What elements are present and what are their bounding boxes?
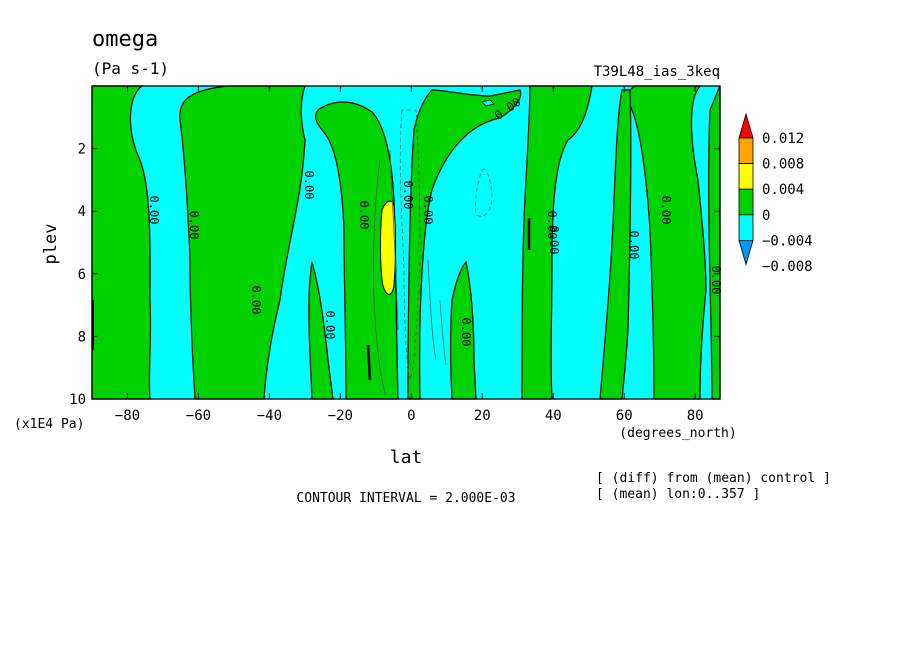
contour-pos-inner-2 (427, 259, 447, 366)
region-positive-5 (407, 89, 522, 400)
colorbar-label: −0.008 (762, 259, 813, 275)
region-positive-10 (708, 85, 721, 400)
contour-label: 0.00 (302, 171, 316, 200)
contour-label: 0.00 (187, 211, 201, 240)
colorbar-bottom-arrow (738, 240, 754, 266)
colorbar-top-arrow (738, 112, 754, 139)
y-tick-label: 6 (78, 267, 86, 283)
contour-label: 0.00 (249, 286, 263, 315)
plot-area: 0.000.000.000.000.000.000.000.000.000.00… (91, 85, 723, 400)
region-max-yellow (380, 200, 396, 295)
colorbar-label: −0.004 (762, 233, 813, 249)
x-tick-label: −40 (257, 408, 282, 424)
footnote-diff: [ (diff) from (mean) control ] (596, 471, 831, 486)
y-tick-label: 2 (78, 142, 86, 158)
colorbar-label: 0.008 (762, 157, 804, 173)
x-axis-units: (degrees_north) (619, 426, 736, 441)
contour-label: 0.00 (709, 266, 723, 295)
contour-label: 0.00 (547, 226, 561, 255)
colorbar-label: 0.004 (762, 182, 804, 198)
run-name: T39L48_ias_3keq (594, 64, 720, 80)
y-axis: 2 4 6 8 10 (69, 142, 720, 408)
x-tick-label: 0 (407, 408, 415, 424)
small-neg-patch (481, 99, 495, 107)
contour-label: 0.00 (459, 318, 473, 347)
plot-frame (91, 85, 721, 400)
region-positive-9 (599, 89, 632, 400)
contour-label: 0.00 (659, 196, 673, 225)
x-tick-label: 20 (474, 408, 491, 424)
y-tick-label: 10 (69, 392, 86, 408)
contour-label: 0.00 (421, 196, 435, 225)
contour-interval: CONTOUR INTERVAL = 2.000E-03 (296, 491, 515, 506)
contour-label: 0.00 (357, 201, 371, 230)
contour-label: 0.00 (147, 196, 161, 225)
colorbar: 0.012 0.008 0.004 0 −0.004 −0.008 (738, 112, 813, 275)
x-tick-label: 40 (545, 408, 562, 424)
x-tick-label: −60 (186, 408, 211, 424)
contour-neg-dashed-1 (399, 109, 421, 381)
x-axis: −80 −60 −40 −20 0 20 40 60 80 (115, 86, 704, 424)
colorbar-box (738, 214, 754, 241)
x-tick-label: −20 (328, 408, 353, 424)
contour-label: 0.00 (401, 181, 415, 210)
colorbar-label: 0.012 (762, 131, 804, 147)
colorbar-label: 0 (762, 208, 770, 224)
x-axis-label: lat (390, 447, 423, 468)
region-positive-7 (521, 85, 593, 400)
contour-segment-b (366, 344, 372, 381)
region-positive-6 (449, 260, 477, 400)
y-tick-label: 4 (78, 204, 86, 220)
footnote-mean: [ (mean) lon:0..357 ] (596, 487, 760, 502)
y-tick-label: 8 (78, 329, 86, 345)
x-tick-label: 80 (687, 408, 704, 424)
y-axis-units: (x1E4 Pa) (14, 417, 84, 432)
contour-label: 0.00 (545, 211, 559, 240)
interior-contours (373, 109, 493, 396)
x-tick-label: 60 (616, 408, 633, 424)
x-tick-label: −80 (115, 408, 140, 424)
contour-pos-inner (373, 149, 399, 396)
contour-neg-dashed-2 (475, 168, 493, 217)
plot-title: omega (92, 27, 158, 52)
colorbar-box (738, 163, 754, 190)
region-positive-1 (91, 85, 152, 400)
contour-label: 0.00 (627, 231, 641, 260)
positive-regions (91, 85, 721, 400)
colorbar-box (738, 188, 754, 216)
plot-units: (Pa s-1) (92, 59, 169, 78)
y-axis-label: plev (41, 224, 61, 265)
colorbar-box (738, 137, 754, 165)
contour-label: 0.00 (323, 311, 337, 340)
